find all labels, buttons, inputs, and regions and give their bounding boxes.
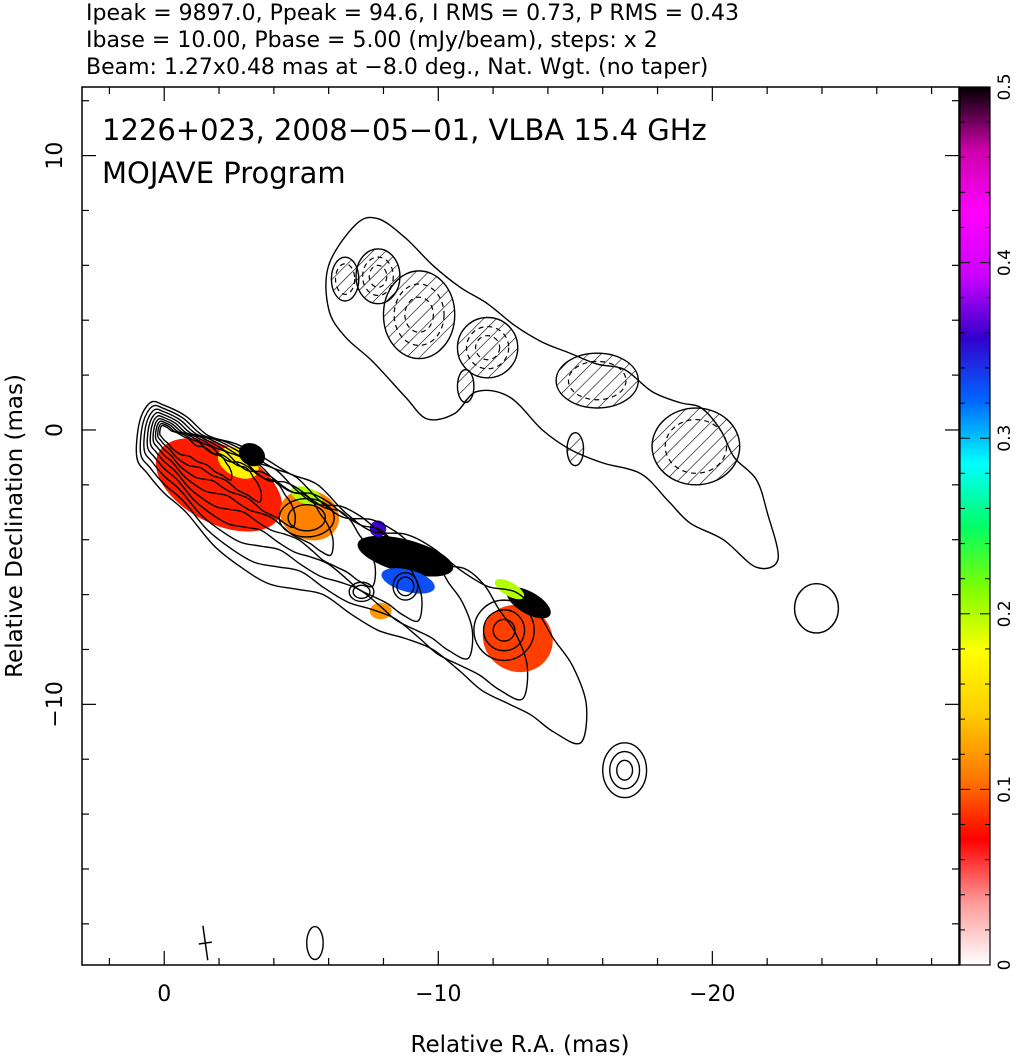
colorbar-tick-label: 0.3 (995, 425, 1015, 452)
jet-knot-contour (287, 504, 327, 532)
jet-contour (143, 408, 474, 660)
jet-knot-contour (492, 618, 516, 642)
counterjet-knot-contour (456, 316, 519, 379)
x-tick-labels: 0 −10 −20 (157, 982, 735, 1007)
counterjet-knot-contour (393, 283, 445, 347)
beam-minor-axis (198, 941, 212, 945)
counterjet-hatched-region (567, 432, 584, 466)
colorbar-ticks (960, 86, 990, 966)
jet-knot-contour (609, 750, 641, 790)
header-line-3: Beam: 1.27x0.48 mas at −8.0 deg., Nat. W… (86, 55, 708, 80)
colorbar-tick-label: 0.1 (995, 776, 1015, 803)
x-tick-label: −10 (415, 982, 461, 1007)
counterjet-knot-contour (567, 360, 627, 401)
y-tick-label: −10 (43, 681, 68, 727)
program-annotation: MOJAVE Program (102, 156, 346, 190)
counterjet-knot-contour (355, 248, 401, 305)
plot-frame (81, 86, 960, 966)
y-tick-label: 10 (43, 142, 68, 170)
counterjet-knot-contour (651, 407, 741, 486)
counterjet-knot-contour (456, 368, 475, 404)
y-axis-title: Relative Declination (mas) (2, 374, 28, 678)
source-annotation: 1226+023, 2008−05−01, VLBA 15.4 GHz (102, 113, 707, 147)
counterjet-contour (325, 216, 779, 570)
jet-knot-contour (602, 742, 648, 799)
jet-contour (139, 404, 529, 701)
counterjet-knot-contour (566, 432, 585, 467)
polarization-region (357, 535, 454, 577)
jet-knot-contour (482, 609, 526, 652)
counterjet-knot-contour (362, 256, 394, 297)
colorbar-frame (959, 86, 991, 966)
colorbar-tick-label: 0 (995, 960, 1015, 971)
jet-contour (159, 424, 233, 481)
counterjet-knot-contour (382, 270, 456, 360)
jet-contour (146, 411, 423, 623)
counterjet-knot-contour (334, 263, 356, 296)
axis-ticks (82, 87, 959, 965)
jet-contour (157, 422, 263, 503)
jet-knot-contour (348, 581, 375, 603)
jet-contour (149, 415, 377, 588)
colorbar: 0 0.1 0.2 0.3 0.4 0.5 (959, 73, 1015, 970)
jet-knot-contour (473, 599, 535, 662)
counterjet-knot-contour (368, 264, 388, 288)
x-axis-title: Relative R.A. (mas) (411, 1032, 630, 1058)
polarization-color-layer (155, 438, 553, 673)
colorbar-tick-label: 0.2 (995, 600, 1015, 627)
header-line-2: Ibase = 10.00, Pbase = 5.00 (mJy/beam), … (86, 28, 658, 53)
y-tick-labels: 10 0 −10 (43, 142, 68, 728)
jet-knot-contour (793, 582, 840, 634)
jet-knot-contour (392, 571, 419, 601)
counterjet-hatched-region (457, 369, 474, 403)
plot-area (135, 216, 840, 961)
colorbar-gradient (960, 87, 990, 965)
counterjet-knot-contour (555, 352, 640, 409)
polarization-region (369, 602, 392, 620)
jet-knot-contour (396, 576, 415, 597)
jet-contour (152, 417, 334, 557)
header-line-1: Ipeak = 9897.0, Ppeak = 94.6, I RMS = 0.… (86, 1, 739, 26)
colorbar-labels: 0 0.1 0.2 0.3 0.4 0.5 (995, 73, 1015, 970)
counterjet-knot-contour (474, 334, 501, 361)
colorbar-tick-label: 0.5 (995, 73, 1015, 100)
contour-layer (135, 216, 840, 961)
counterjet-knot-contour (664, 418, 728, 474)
polarization-region (494, 578, 525, 600)
y-tick-label: 0 (43, 423, 68, 437)
counterjet-knot-contour (465, 325, 510, 370)
x-tick-label: 0 (157, 982, 171, 1007)
beam-cross (198, 925, 212, 961)
jet-knot-contour (278, 497, 335, 538)
jet-knot-contour (616, 759, 634, 781)
jet-knot-contour (306, 925, 324, 961)
counterjet-knot-contour (404, 296, 434, 333)
jet-contour (135, 400, 588, 745)
polarization-region (381, 568, 435, 594)
colorbar-tick-label: 0.4 (995, 249, 1015, 276)
jet-knot-contour (352, 584, 371, 600)
x-tick-label: −20 (689, 982, 735, 1007)
